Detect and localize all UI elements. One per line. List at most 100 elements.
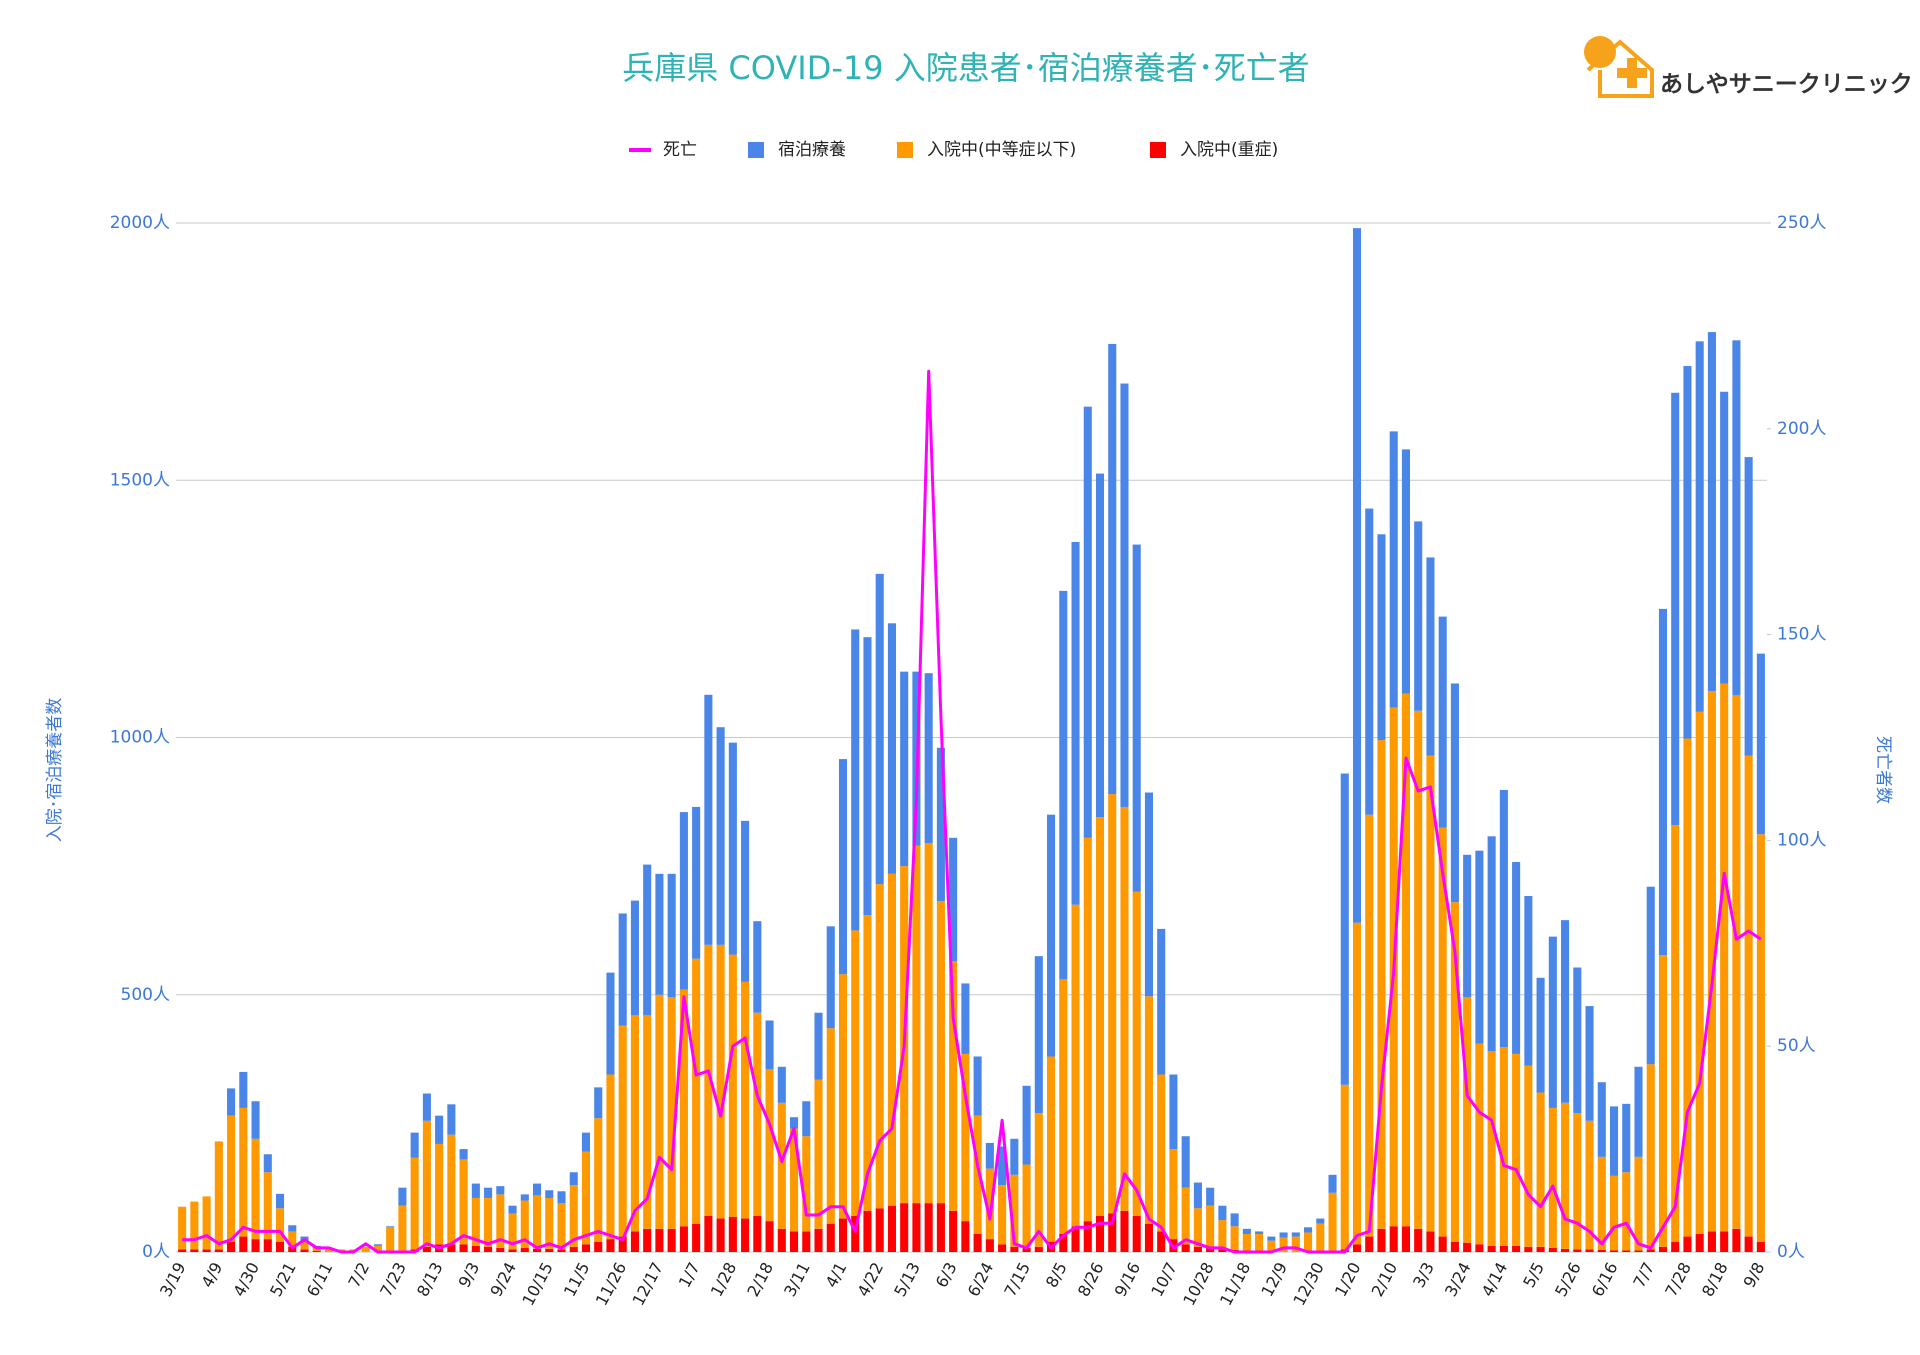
- bar: [1108, 794, 1117, 1214]
- bar: [410, 1157, 419, 1250]
- bar: [765, 1020, 774, 1070]
- bar: [1536, 1092, 1545, 1247]
- bar: [471, 1197, 480, 1246]
- x-tick-label: 9/16: [1111, 1259, 1145, 1300]
- bar: [716, 727, 725, 945]
- bar: [1071, 541, 1080, 905]
- bar: [435, 1143, 444, 1245]
- bar: [716, 944, 725, 1219]
- bar: [1291, 1236, 1300, 1252]
- bar: [704, 694, 713, 945]
- bar: [826, 1223, 835, 1252]
- bar: [1365, 1236, 1374, 1252]
- bar: [924, 1203, 933, 1252]
- y-tick-label: 2000人: [110, 213, 170, 233]
- bar: [1646, 1064, 1655, 1250]
- x-tick-label: 6/24: [964, 1259, 998, 1300]
- bar: [1732, 340, 1741, 696]
- x-tick-label: 1/7: [675, 1259, 704, 1291]
- bar: [643, 864, 652, 1016]
- bar: [398, 1187, 407, 1206]
- bar: [275, 1193, 285, 1209]
- bar: [1573, 1249, 1582, 1252]
- bar: [1083, 1221, 1092, 1252]
- x-tick-label: 7/15: [1000, 1259, 1034, 1300]
- bar: [288, 1246, 297, 1252]
- bar: [679, 989, 688, 1227]
- bar: [251, 1239, 260, 1252]
- bar: [618, 1236, 627, 1252]
- bar: [851, 629, 860, 931]
- bar: [459, 1149, 468, 1160]
- bar: [1095, 817, 1105, 1216]
- bar: [190, 1249, 199, 1252]
- bar: [1548, 1247, 1557, 1252]
- x-tick-label: 7/2: [344, 1259, 373, 1291]
- bar: [1597, 1082, 1606, 1157]
- bar: [692, 806, 701, 959]
- x-tick-label: 5/13: [890, 1259, 924, 1300]
- x-tick-label: 11/18: [1216, 1259, 1254, 1309]
- bar: [227, 1241, 236, 1252]
- x-tick-label: 6/11: [303, 1259, 337, 1300]
- x-tick-label: 7/7: [1629, 1259, 1658, 1291]
- bar: [532, 1183, 542, 1196]
- bar: [1475, 1244, 1484, 1252]
- bar: [288, 1225, 297, 1232]
- bar: [1573, 967, 1582, 1114]
- bar: [1597, 1249, 1606, 1252]
- bar: [1744, 755, 1753, 1237]
- x-tick-label: 6/16: [1588, 1259, 1622, 1300]
- legend-swatch: [897, 142, 913, 158]
- bar: [741, 981, 750, 1219]
- bar: [1389, 431, 1398, 708]
- bar: [1671, 1241, 1680, 1252]
- bar: [887, 873, 896, 1206]
- bar: [202, 1196, 211, 1250]
- bar: [912, 845, 921, 1204]
- bar: [263, 1154, 272, 1173]
- bar: [961, 983, 970, 1054]
- y-axis-label: 入院･宿泊療養者数: [45, 698, 65, 843]
- bar: [741, 1218, 750, 1252]
- legend-label: 入院中(中等症以下): [927, 140, 1076, 160]
- bar: [471, 1245, 480, 1252]
- bar: [1047, 1056, 1056, 1242]
- bar: [1157, 1074, 1166, 1232]
- bar: [1340, 773, 1349, 1085]
- bar: [1059, 979, 1068, 1234]
- bar: [300, 1241, 309, 1250]
- x-tick-label: 3/3: [1409, 1259, 1438, 1291]
- bar: [373, 1245, 382, 1252]
- bar: [312, 1247, 321, 1251]
- legend-swatch: [1150, 142, 1166, 158]
- bar: [838, 1218, 848, 1252]
- bar: [1255, 1231, 1264, 1234]
- bar: [581, 1244, 591, 1252]
- bar: [985, 1239, 994, 1252]
- bar: [520, 1247, 529, 1252]
- bar: [692, 1223, 701, 1252]
- bar: [1585, 1249, 1594, 1252]
- bar: [1561, 1248, 1570, 1252]
- bar: [1756, 653, 1765, 835]
- bar: [1744, 457, 1753, 756]
- bar: [1340, 1084, 1349, 1250]
- bar: [643, 1228, 652, 1252]
- bar: [1720, 1231, 1729, 1252]
- bar: [239, 1236, 248, 1252]
- bar: [618, 1025, 627, 1237]
- bar: [190, 1201, 199, 1250]
- bar: [1389, 1226, 1398, 1252]
- bar: [1132, 544, 1141, 892]
- bar: [716, 1218, 725, 1252]
- bar: [692, 958, 701, 1224]
- x-tick-label: 3/19: [156, 1259, 190, 1300]
- x-tick-label: 1/28: [707, 1259, 741, 1300]
- bar: [557, 1203, 566, 1250]
- bar: [471, 1183, 480, 1198]
- bar: [1083, 837, 1092, 1222]
- bar: [1450, 683, 1459, 903]
- bar: [1328, 1192, 1337, 1251]
- bar: [606, 1074, 615, 1240]
